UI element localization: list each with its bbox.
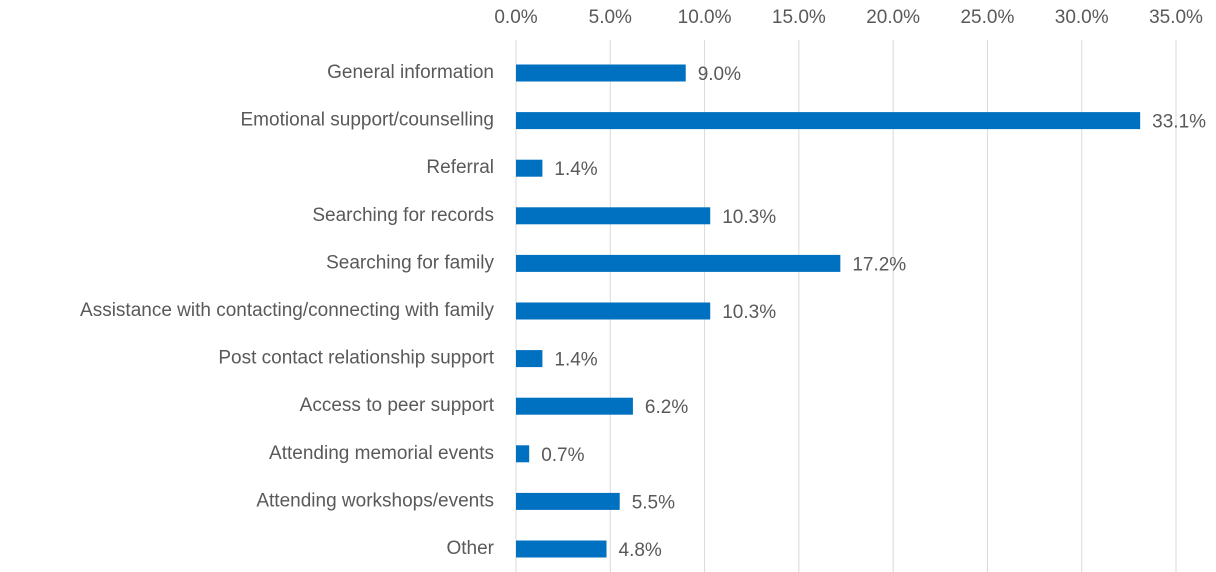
x-tick-label: 10.0%	[678, 7, 732, 28]
y-tick-label: Attending memorial events	[269, 443, 494, 464]
y-tick-label: Searching for family	[326, 252, 494, 273]
x-tick-label: 25.0%	[960, 7, 1014, 28]
value-label: 5.5%	[632, 492, 675, 513]
y-tick-label: Post contact relationship support	[218, 348, 494, 369]
value-label: 10.3%	[722, 207, 776, 228]
bar	[516, 492, 620, 510]
value-label: 1.4%	[554, 350, 597, 371]
bar	[516, 159, 543, 177]
value-label: 0.7%	[541, 445, 584, 466]
y-tick-label: Access to peer support	[300, 395, 495, 416]
y-tick-label: Referral	[426, 157, 494, 178]
x-tick-label: 0.0%	[494, 7, 537, 28]
x-tick-label: 15.0%	[772, 7, 826, 28]
bar	[516, 397, 633, 415]
bar	[516, 207, 711, 225]
value-label: 9.0%	[698, 64, 741, 85]
x-tick-label: 5.0%	[589, 7, 632, 28]
value-label: 17.2%	[852, 254, 906, 275]
value-label: 33.1%	[1152, 112, 1206, 133]
bar	[516, 350, 543, 368]
x-tick-label: 35.0%	[1149, 7, 1203, 28]
x-tick-label: 20.0%	[866, 7, 920, 28]
y-tick-label: Searching for records	[312, 205, 494, 226]
value-label: 1.4%	[554, 159, 597, 180]
bar	[516, 254, 841, 272]
bar	[516, 64, 686, 82]
value-label: 6.2%	[645, 397, 688, 418]
bar	[516, 540, 607, 558]
bar	[516, 445, 530, 463]
bar	[516, 302, 711, 320]
y-tick-label: Attending workshops/events	[256, 490, 494, 511]
value-label: 10.3%	[722, 302, 776, 323]
y-tick-label: Assistance with contacting/connecting wi…	[80, 300, 494, 321]
y-tick-label: Emotional support/counselling	[241, 110, 495, 131]
y-tick-label: Other	[446, 538, 494, 559]
value-label: 4.8%	[619, 540, 662, 561]
bar	[516, 112, 1141, 130]
y-tick-label: General information	[327, 62, 494, 83]
x-tick-label: 30.0%	[1055, 7, 1109, 28]
